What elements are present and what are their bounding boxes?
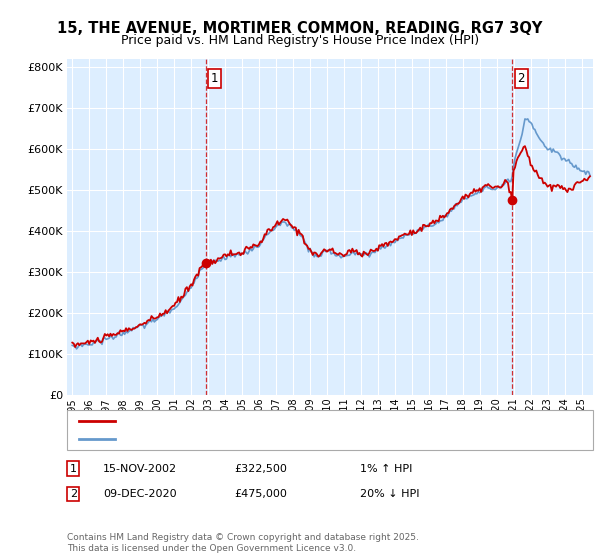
Text: 1: 1 — [211, 72, 218, 85]
Text: 09-DEC-2020: 09-DEC-2020 — [103, 489, 177, 499]
Text: £322,500: £322,500 — [234, 464, 287, 474]
Text: HPI: Average price, detached house, West Berkshire: HPI: Average price, detached house, West… — [121, 434, 392, 444]
Text: 20% ↓ HPI: 20% ↓ HPI — [360, 489, 419, 499]
Text: Contains HM Land Registry data © Crown copyright and database right 2025.
This d: Contains HM Land Registry data © Crown c… — [67, 533, 419, 553]
Text: 1: 1 — [70, 464, 77, 474]
Text: 15, THE AVENUE, MORTIMER COMMON, READING, RG7 3QY (detached house): 15, THE AVENUE, MORTIMER COMMON, READING… — [121, 416, 523, 426]
Text: 2: 2 — [518, 72, 525, 85]
Text: 15, THE AVENUE, MORTIMER COMMON, READING, RG7 3QY: 15, THE AVENUE, MORTIMER COMMON, READING… — [58, 21, 542, 36]
Text: 2: 2 — [70, 489, 77, 499]
Text: 15-NOV-2002: 15-NOV-2002 — [103, 464, 178, 474]
Text: Price paid vs. HM Land Registry's House Price Index (HPI): Price paid vs. HM Land Registry's House … — [121, 34, 479, 46]
Text: 1% ↑ HPI: 1% ↑ HPI — [360, 464, 412, 474]
Text: £475,000: £475,000 — [234, 489, 287, 499]
